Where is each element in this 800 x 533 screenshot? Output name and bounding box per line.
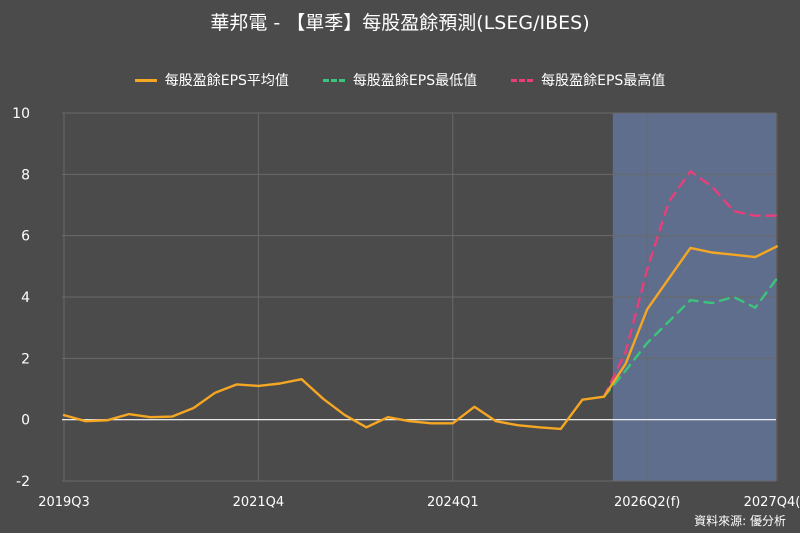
x-tick-label: 2019Q3 — [38, 495, 90, 510]
legend-swatch-low — [322, 78, 345, 82]
legend-label-high: 每股盈餘EPS最高值 — [541, 73, 666, 89]
series-line-low — [602, 277, 778, 398]
legend-swatch-high — [511, 78, 534, 82]
legend-swatch-avg — [134, 78, 157, 82]
chart-legend: 每股盈餘EPS平均值 每股盈餘EPS最低值 每股盈餘EPS最高值 — [0, 70, 800, 90]
legend-item-avg[interactable]: 每股盈餘EPS平均值 — [134, 70, 289, 90]
y-tick-label: -2 — [16, 474, 30, 490]
x-tick-label: 2021Q4 — [233, 495, 285, 510]
series-line-avg — [62, 245, 778, 431]
source-note: 資料來源: 優分析 — [694, 514, 786, 528]
x-tick-label: 2026Q2(f) — [614, 495, 680, 510]
chart-title: 華邦電 - 【單季】每股盈餘預測(LSEG/IBES) — [210, 12, 590, 34]
y-tick-label: 6 — [21, 229, 30, 245]
series-line-high — [602, 170, 778, 398]
y-tick-label: 8 — [21, 167, 30, 183]
legend-item-high[interactable]: 每股盈餘EPS最高值 — [511, 70, 665, 90]
y-tick-label: 4 — [21, 290, 30, 306]
y-tick-label: 2 — [21, 351, 30, 367]
y-tick-label: 10 — [12, 106, 30, 122]
x-tick-label: 2027Q4(f) — [744, 495, 800, 510]
legend-label-low: 每股盈餘EPS最低值 — [352, 73, 478, 89]
legend-item-low[interactable]: 每股盈餘EPS最低值 — [322, 70, 478, 90]
x-tick-label: 2024Q1 — [427, 495, 479, 510]
y-tick-label: 0 — [21, 413, 30, 429]
legend-label-avg: 每股盈餘EPS平均值 — [164, 73, 289, 89]
